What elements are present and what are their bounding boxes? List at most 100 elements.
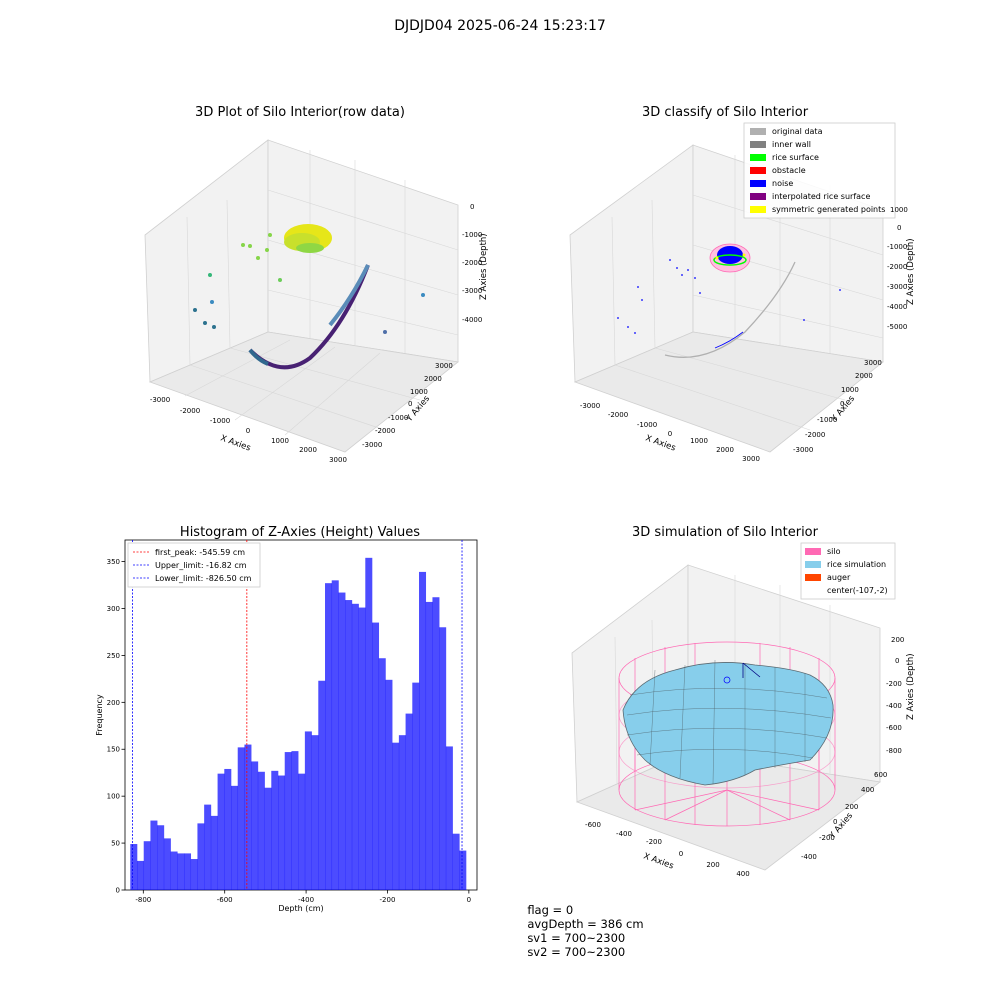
classify-point-cloud [617, 243, 841, 358]
histogram-bar [425, 601, 433, 890]
sim-zlabel: Z Axies (Depth) [906, 653, 916, 720]
classify-ytick: -1000 [817, 416, 837, 424]
histogram-bar [197, 823, 205, 890]
histogram-ytick-label: 350 [107, 558, 120, 566]
histogram-bar [264, 787, 272, 890]
histogram-bar [251, 761, 259, 890]
histogram-xtick-label: -200 [380, 896, 396, 904]
legend-swatch-rice-simulation [805, 561, 821, 568]
histogram-bar [130, 844, 138, 890]
histogram-bar [405, 713, 413, 890]
histogram-xtick-label: -600 [217, 896, 233, 904]
histogram-bar [385, 679, 393, 890]
footer-sv1: sv1 = 700~2300 [527, 931, 626, 945]
legend-label-center: center(-107,-2) [827, 586, 888, 595]
simulation-legend: silo rice simulation auger center(-107,-… [800, 542, 896, 600]
histogram-bar [304, 731, 312, 890]
sim-ytick: 0 [833, 818, 837, 826]
histogram-bar [439, 627, 447, 890]
histogram-bar [452, 833, 460, 890]
histogram-title: Histogram of Z-Axies (Height) Values [180, 525, 420, 540]
sim-xtick: 0 [679, 850, 683, 858]
histogram-bar [217, 773, 225, 890]
histogram-bar [412, 682, 420, 890]
classify-ztick: 1000 [890, 206, 908, 214]
raw-ytick: -1000 [388, 414, 408, 422]
histogram-bar [143, 841, 151, 890]
legend-swatch-original [750, 128, 766, 135]
sim-ztick: -600 [886, 724, 902, 732]
legend-label-obstacle: obstacle [772, 166, 806, 175]
histogram-bar [237, 747, 245, 890]
sim-ztick: 0 [895, 657, 899, 665]
histogram-bar [318, 680, 326, 890]
histogram-bar [184, 853, 192, 890]
legend-label-auger: auger [827, 573, 851, 582]
raw-point-cloud [193, 224, 425, 370]
histogram-bar [163, 838, 171, 890]
legend-swatch-obstacle [750, 167, 766, 174]
classify-legend: original data inner wall rice surface ob… [743, 122, 896, 219]
sim-ytick: 400 [861, 786, 874, 794]
classify-xtick: 1000 [690, 437, 708, 445]
auger-marker [723, 662, 761, 684]
classify-ytick: 3000 [864, 359, 882, 367]
histogram-bar [291, 751, 299, 890]
raw-xtick: 2000 [299, 446, 317, 454]
legend-swatch-silo [805, 548, 821, 555]
histogram-bar [210, 815, 218, 890]
histogram-bar [278, 775, 286, 890]
legend-swatch-noise [750, 180, 766, 187]
classify-axes-box [569, 144, 884, 453]
legend-label-rice-surface: rice surface [772, 153, 819, 162]
legend-swatch-interpolated [750, 193, 766, 200]
legend-label-original: original data [772, 127, 823, 136]
raw-ztick: -1000 [462, 231, 482, 239]
classify-ztick: -1000 [887, 243, 907, 251]
classify-xtick: -2000 [608, 411, 628, 419]
legend-swatch-auger [805, 574, 821, 581]
raw-ytick: -2000 [375, 427, 395, 435]
classify-ytick: 1000 [841, 386, 859, 394]
raw-ztick: -4000 [462, 316, 482, 324]
classify-3d-panel: 3D classify of Silo Interior original da… [569, 105, 916, 463]
histogram-ytick-label: 0 [116, 887, 120, 895]
raw-xtick: -3000 [150, 396, 170, 404]
sim-xtick: -200 [646, 838, 662, 846]
legend-label-upper-limit: Upper_limit: -16.82 cm [155, 561, 247, 570]
classify-ytick: 0 [840, 400, 844, 408]
histogram-xlabel: Depth (cm) [278, 904, 323, 913]
histogram-ytick-label: 300 [107, 605, 120, 613]
histogram-bar [392, 742, 400, 890]
classify-ztick: 0 [897, 224, 901, 232]
sim-ztick: 200 [891, 636, 904, 644]
histogram-bar [358, 607, 366, 890]
legend-label-symmetric: symmetric generated points [772, 205, 885, 214]
legend-label-lower-limit: Lower_limit: -826.50 cm [155, 574, 252, 583]
histogram-bar [284, 752, 292, 890]
sim-ztick: -400 [886, 702, 902, 710]
sim-xlabel: X Axies [642, 851, 675, 871]
sim-xtick: 400 [736, 870, 749, 878]
sim-ztick: -800 [886, 747, 902, 755]
raw-ztick: 0 [470, 203, 474, 211]
histogram-bar [244, 744, 252, 890]
histogram-xtick-label: 0 [467, 896, 471, 904]
footer-avg-depth: avgDepth = 386 cm [527, 917, 644, 931]
histogram-bar [150, 820, 158, 890]
histogram-ytick-label: 150 [107, 746, 120, 754]
histogram-ytick-label: 250 [107, 652, 120, 660]
legend-swatch-rice-surface [750, 154, 766, 161]
rice-surface-mesh [622, 662, 834, 786]
raw-xtick: 3000 [329, 456, 347, 464]
histogram-xtick-label: -800 [135, 896, 151, 904]
sim-ytick: -200 [819, 834, 835, 842]
histogram-bar [190, 859, 198, 890]
histogram-bar [137, 860, 145, 890]
raw-zlabel: Z Axies (Depth) [479, 233, 489, 300]
raw-ytick: -3000 [362, 441, 382, 449]
classify-ytick: 2000 [855, 372, 873, 380]
sim-ytick: -400 [801, 853, 817, 861]
histogram-bar [459, 850, 467, 890]
sim-ztick: -200 [886, 680, 902, 688]
